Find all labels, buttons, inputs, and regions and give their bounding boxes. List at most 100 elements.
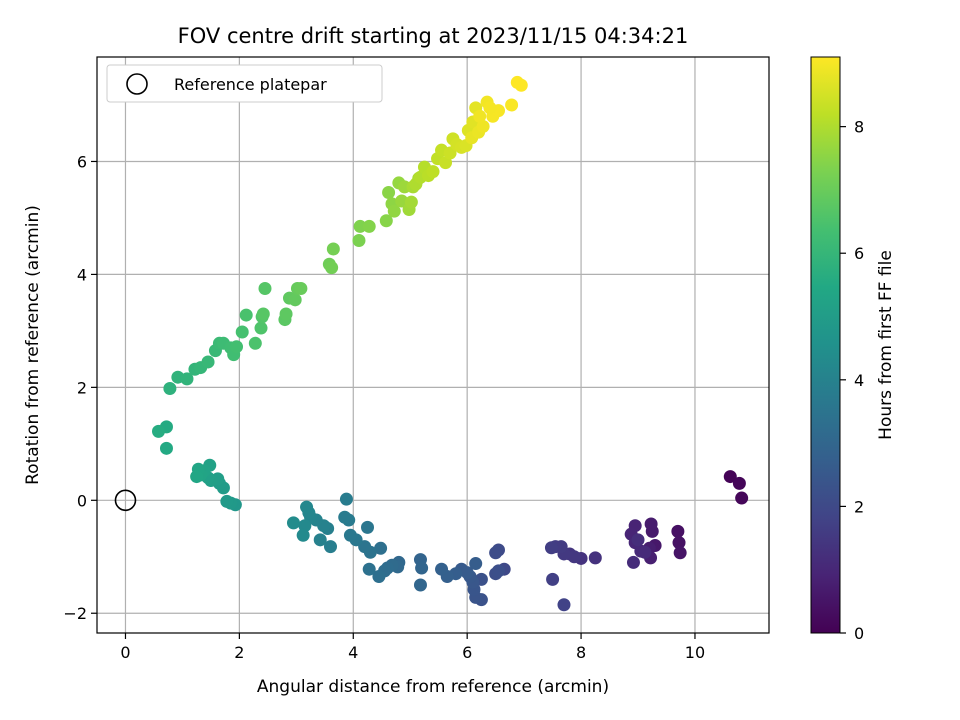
- reference-point-marker: [114, 489, 137, 512]
- data-point: [353, 219, 367, 233]
- colorbar-tick-label: 2: [854, 497, 864, 516]
- data-point: [288, 293, 302, 307]
- data-point: [362, 562, 376, 576]
- x-tick-label: 0: [120, 643, 130, 662]
- data-point: [294, 282, 308, 296]
- data-point: [230, 340, 244, 354]
- x-tick-label: 4: [348, 643, 358, 662]
- y-axis-ticks: −2 0 2 4 6: [63, 152, 97, 623]
- grid-lines: [97, 57, 769, 633]
- y-tick-label: 0: [77, 491, 87, 510]
- legend-entry-reference: Reference platepar: [174, 75, 327, 94]
- data-point: [190, 470, 204, 484]
- data-point: [372, 570, 386, 584]
- data-point: [254, 321, 268, 335]
- data-point: [671, 524, 685, 538]
- legend-marker-icon: [126, 73, 148, 95]
- y-axis-label: Rotation from reference (arcmin): [23, 205, 43, 485]
- data-point: [544, 541, 558, 555]
- data-point: [413, 578, 427, 592]
- data-point: [387, 204, 401, 218]
- data-point: [732, 476, 746, 490]
- data-point: [239, 308, 253, 322]
- data-point: [248, 336, 262, 350]
- legend: Reference platepar: [106, 64, 383, 103]
- data-point: [631, 533, 645, 547]
- chart-title: FOV centre drift starting at 2023/11/15 …: [178, 24, 689, 48]
- data-point: [673, 546, 687, 560]
- colorbar-ticks: 0 2 4 6 8: [840, 118, 864, 643]
- plot-frame: [96, 56, 770, 634]
- data-point: [638, 545, 652, 559]
- data-point: [626, 555, 640, 569]
- data-point: [379, 214, 393, 228]
- data-point: [567, 550, 581, 564]
- data-point: [672, 536, 686, 550]
- colorbar-tick-label: 6: [854, 244, 864, 263]
- data-point: [483, 101, 497, 115]
- y-tick-label: 4: [77, 265, 87, 284]
- data-point: [296, 528, 310, 542]
- data-point: [362, 219, 376, 233]
- data-point: [300, 500, 314, 514]
- data-point: [469, 557, 483, 571]
- data-point: [505, 98, 519, 112]
- x-tick-label: 10: [685, 643, 705, 662]
- colorbar-gradient: [811, 57, 840, 633]
- data-point: [180, 372, 194, 386]
- data-point: [557, 598, 571, 612]
- data-point: [723, 470, 737, 484]
- data-point: [258, 282, 272, 296]
- data-point: [325, 261, 339, 275]
- data-point: [338, 510, 352, 524]
- x-axis-ticks: 0 2 4 6 8 10: [120, 633, 705, 662]
- data-point: [256, 307, 270, 321]
- x-tick-label: 6: [462, 643, 472, 662]
- data-point: [352, 234, 366, 248]
- data-point: [735, 491, 749, 505]
- data-point: [644, 517, 658, 531]
- data-point: [374, 541, 388, 555]
- x-axis-label: Angular distance from reference (arcmin): [257, 677, 609, 697]
- data-point: [235, 325, 249, 339]
- data-point: [395, 194, 409, 208]
- data-point: [279, 307, 293, 321]
- data-point: [491, 564, 505, 578]
- data-point: [426, 165, 440, 179]
- data-point: [313, 533, 327, 547]
- y-tick-label: 2: [77, 378, 87, 397]
- data-point: [489, 546, 503, 560]
- data-point: [435, 562, 449, 576]
- data-point: [473, 109, 487, 123]
- colorbar-label: Hours from first FF file: [876, 250, 896, 440]
- data-point: [460, 566, 474, 580]
- data-point: [514, 78, 528, 92]
- data-point: [152, 424, 166, 438]
- data-point: [159, 441, 173, 455]
- colorbar-tick-label: 4: [854, 371, 864, 390]
- data-point: [201, 355, 215, 369]
- data-point: [382, 186, 396, 200]
- legend-box: [106, 64, 383, 103]
- data-point: [361, 520, 375, 534]
- data-point: [476, 119, 490, 133]
- data-point: [220, 494, 234, 508]
- data-point: [546, 572, 560, 586]
- colorbar-tick-label: 8: [854, 118, 864, 137]
- data-point: [588, 551, 602, 565]
- x-tick-label: 2: [234, 643, 244, 662]
- colorbar-frame: [810, 56, 841, 634]
- colorbar: 0 2 4 6 8 Hours from first FF file: [810, 56, 896, 643]
- data-point: [298, 519, 312, 533]
- data-points: [152, 75, 749, 612]
- data-point: [163, 381, 177, 395]
- data-point: [326, 242, 340, 256]
- data-point: [343, 528, 357, 542]
- data-point: [404, 195, 418, 209]
- y-tick-label: 6: [77, 152, 87, 171]
- data-point: [323, 540, 337, 554]
- colorbar-tick-label: 0: [854, 624, 864, 643]
- data-point: [286, 516, 300, 530]
- data-point: [415, 561, 429, 575]
